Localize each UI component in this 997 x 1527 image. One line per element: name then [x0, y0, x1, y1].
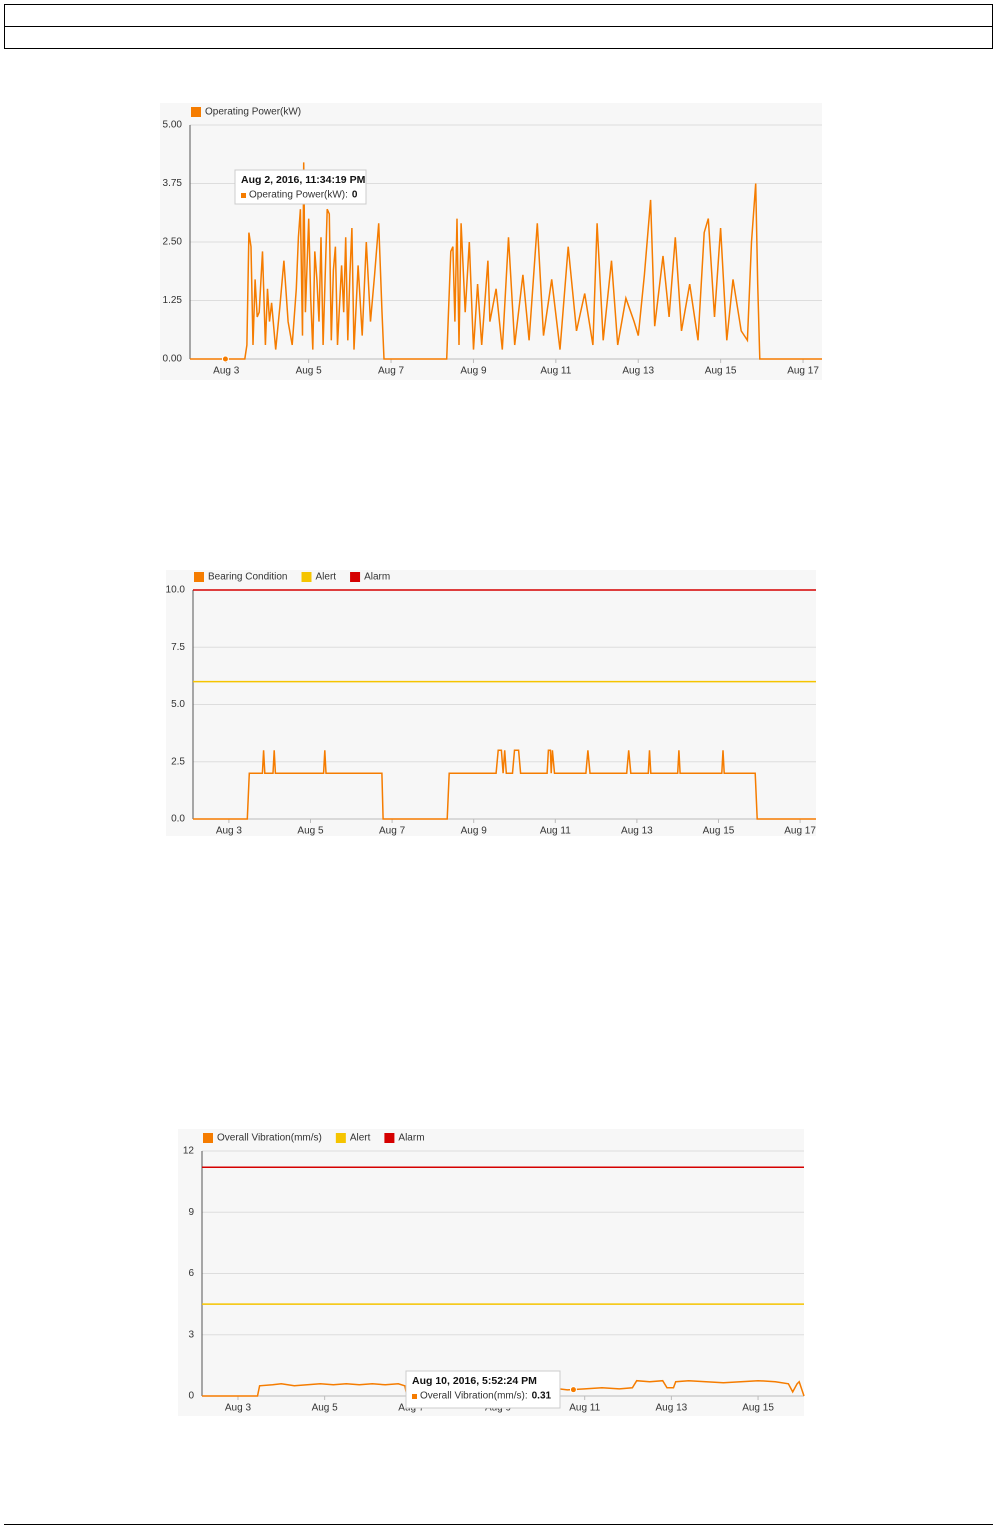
x-tick-label: Aug 17 — [787, 366, 819, 377]
x-tick-label: Aug 15 — [703, 826, 735, 837]
y-tick-label: 1.25 — [163, 295, 183, 306]
legend-swatch — [301, 572, 312, 582]
y-tick-label: 7.5 — [171, 642, 185, 653]
tooltip-label: Operating Power(kW): — [249, 190, 348, 201]
x-tick-label: Aug 3 — [213, 366, 240, 377]
legend-label: Alarm — [398, 1133, 424, 1144]
legend-swatch — [191, 107, 201, 117]
legend-swatch — [335, 1133, 346, 1143]
y-tick-label: 0 — [188, 1391, 194, 1402]
tooltip-title: Aug 2, 2016, 11:34:19 PM — [241, 174, 366, 186]
y-tick-label: 9 — [188, 1207, 194, 1218]
tooltip-title: Aug 10, 2016, 5:52:24 PM — [412, 1375, 537, 1387]
legend-label: Alert — [316, 572, 337, 583]
x-tick-label: Aug 5 — [297, 826, 324, 837]
y-tick-label: 5.00 — [163, 120, 183, 131]
tooltip-box — [405, 1370, 561, 1409]
y-tick-label: 2.5 — [171, 756, 185, 767]
tooltip-value: 0 — [352, 190, 358, 201]
x-tick-label: Aug 11 — [540, 366, 571, 377]
x-tick-label: Aug 9 — [460, 366, 487, 377]
series-line — [193, 749, 816, 820]
x-tick-label: Aug 3 — [216, 826, 243, 837]
legend-swatch — [194, 572, 204, 582]
x-tick-label: Aug 9 — [461, 826, 488, 837]
y-tick-label: 0.0 — [171, 814, 185, 825]
tooltip-box — [234, 169, 367, 205]
y-tick-label: 3 — [188, 1329, 194, 1340]
x-tick-label: Aug 3 — [225, 1403, 252, 1414]
x-tick-label: Aug 11 — [569, 1403, 600, 1414]
tooltip-label: Overall Vibration(mm/s): — [420, 1391, 528, 1402]
x-tick-label: Aug 13 — [622, 366, 654, 377]
y-tick-label: 10.0 — [166, 585, 186, 596]
x-tick-label: Aug 7 — [379, 826, 406, 837]
x-tick-label: Aug 5 — [312, 1403, 339, 1414]
legend-label: Bearing Condition — [208, 572, 288, 583]
y-tick-label: 6 — [188, 1268, 194, 1279]
x-tick-label: Aug 17 — [784, 826, 816, 837]
x-tick-label: Aug 5 — [296, 366, 323, 377]
legend-label: Operating Power(kW) — [205, 107, 301, 118]
legend-swatch — [384, 1133, 395, 1143]
y-tick-label: 5.0 — [171, 699, 185, 710]
legend-label: Alarm — [364, 572, 390, 583]
tooltip-swatch — [241, 193, 246, 198]
x-tick-label: Aug 7 — [378, 366, 405, 377]
x-tick-label: Aug 15 — [705, 366, 737, 377]
plot-background — [166, 570, 816, 836]
tooltip-marker — [221, 355, 229, 363]
x-tick-label: Aug 15 — [742, 1403, 774, 1414]
tooltip-swatch — [412, 1394, 417, 1399]
x-tick-label: Aug 13 — [621, 826, 653, 837]
series-line — [190, 162, 822, 360]
plot-background — [178, 1129, 804, 1416]
legend-swatch — [350, 572, 361, 582]
y-tick-label: 3.75 — [163, 178, 183, 189]
legend-swatch — [203, 1133, 213, 1143]
tooltip-value: 0.31 — [532, 1391, 552, 1402]
x-tick-label: Aug 11 — [540, 826, 571, 837]
y-tick-label: 12 — [183, 1146, 195, 1157]
tooltip-marker — [569, 1386, 577, 1394]
legend-label: Alert — [350, 1133, 371, 1144]
x-tick-label: Aug 13 — [656, 1403, 688, 1414]
y-tick-label: 0.00 — [163, 354, 183, 365]
legend-label: Overall Vibration(mm/s) — [217, 1133, 322, 1144]
y-tick-label: 2.50 — [163, 237, 183, 248]
